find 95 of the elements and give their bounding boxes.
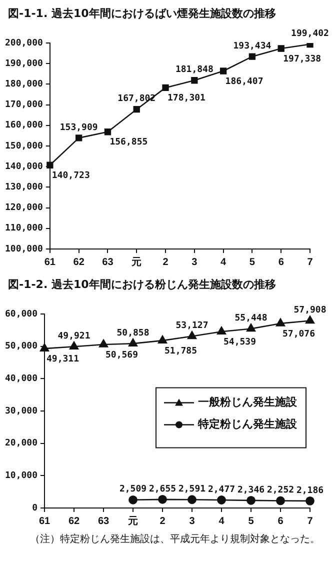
point	[191, 77, 198, 84]
point	[276, 496, 285, 506]
data-label: 55,448	[234, 314, 268, 324]
x-tick-label: 4	[220, 256, 227, 268]
y-tick-label: 190,000	[4, 58, 43, 69]
point	[98, 339, 108, 348]
y-tick-label: 60,000	[4, 309, 38, 320]
y-tick-label: 0	[32, 503, 38, 514]
point	[128, 495, 138, 504]
y-tick-label: 140,000	[4, 162, 43, 172]
data-label: 156,855	[110, 138, 148, 148]
point	[216, 326, 226, 335]
x-tick-label: 7	[307, 256, 314, 268]
data-label: 199,402	[291, 29, 329, 40]
point	[305, 316, 315, 324]
y-tick-label: 180,000	[4, 80, 43, 90]
point	[306, 496, 314, 506]
data-label: 57,076	[282, 329, 316, 340]
point	[220, 68, 227, 74]
data-label: 140,723	[52, 170, 90, 181]
x-tick-label: 61	[44, 256, 56, 268]
point	[162, 84, 169, 92]
legend-label: 特定粉じん発生施設	[197, 418, 298, 431]
x-tick-label: 3	[189, 516, 196, 527]
y-tick-label: 150,000	[4, 141, 43, 152]
point	[278, 45, 284, 52]
y-tick-label: 110,000	[4, 224, 43, 234]
x-tick-label: 6	[278, 256, 284, 268]
x-tick-label: 63	[98, 516, 110, 527]
point	[158, 494, 167, 504]
data-label: 54,539	[224, 338, 256, 348]
data-label: 49,311	[46, 354, 80, 364]
legend-label: 一般粉じん発生施設	[198, 396, 298, 409]
data-label: 51,785	[164, 346, 198, 356]
x-tick-label: 62	[73, 256, 85, 268]
point	[246, 324, 256, 332]
y-tick-label: 30,000	[4, 406, 38, 416]
y-tick-label: 40,000	[4, 374, 38, 384]
data-label: 193,434	[233, 41, 272, 52]
point	[248, 53, 256, 60]
y-tick-label: 10,000	[4, 471, 38, 482]
y-tick-label: 50,000	[4, 342, 38, 352]
data-label: 50,569	[106, 350, 138, 360]
x-tick-label: 2	[162, 256, 169, 268]
y-tick-label: 130,000	[4, 182, 43, 193]
x-tick-label: 5	[249, 256, 256, 268]
data-label: 181,848	[175, 65, 214, 76]
x-tick-label: 元	[130, 256, 142, 268]
text: （注）特定粉じん発生施設は、平成元年より規制対象となった。	[29, 532, 321, 546]
x-tick-label: 61	[38, 516, 51, 527]
point	[158, 335, 168, 344]
point	[246, 496, 256, 505]
point	[75, 134, 82, 142]
point	[188, 495, 196, 504]
x-tick-label: 3	[192, 256, 198, 268]
chart-title: 図-1-2. 過去10年間における粉じん発生施設数の推移	[7, 277, 277, 292]
x-tick-label: 63	[102, 256, 114, 268]
point	[306, 43, 314, 48]
data-label: 2,186	[296, 486, 324, 496]
y-tick-label: 120,000	[4, 203, 43, 214]
data-label: 57,908	[294, 306, 326, 316]
point	[217, 496, 226, 504]
data-label: 178,301	[168, 94, 206, 104]
data-label: 2,509	[119, 484, 147, 495]
data-label: 2,346	[237, 485, 265, 496]
x-tick-label: 4	[218, 516, 225, 527]
data-label: 2,655	[148, 484, 176, 494]
x-tick-label: 6	[278, 516, 284, 527]
point	[104, 128, 112, 136]
data-label: 49,921	[58, 331, 90, 342]
x-tick-label: 2	[160, 516, 166, 527]
point	[128, 338, 138, 346]
x-tick-label: 5	[248, 516, 254, 527]
point	[133, 106, 140, 113]
point	[276, 318, 286, 326]
data-label: 197,338	[283, 54, 322, 64]
y-tick-label: 20,000	[4, 438, 38, 449]
point	[69, 341, 79, 350]
data-label: 2,252	[266, 486, 294, 496]
data-label: 53,127	[176, 321, 208, 332]
data-label: 153,909	[60, 122, 98, 133]
point	[187, 331, 197, 340]
y-tick-label: 170,000	[4, 100, 43, 110]
data-label: 186,407	[225, 76, 264, 87]
data-label: 50,858	[116, 328, 150, 338]
data-label: 2,477	[208, 484, 236, 495]
x-tick-label: 62	[68, 516, 80, 527]
y-tick-label: 100,000	[4, 244, 43, 254]
x-tick-label: 7	[307, 516, 314, 527]
x-tick-label: 元	[127, 514, 138, 527]
point	[40, 343, 50, 352]
data-label: 2,591	[178, 484, 206, 494]
chart-title: 図-1-1. 過去10年間におけるばい煙発生施設数の推移	[7, 6, 277, 21]
y-tick-label: 160,000	[4, 120, 43, 131]
y-tick-label: 200,000	[4, 38, 43, 48]
